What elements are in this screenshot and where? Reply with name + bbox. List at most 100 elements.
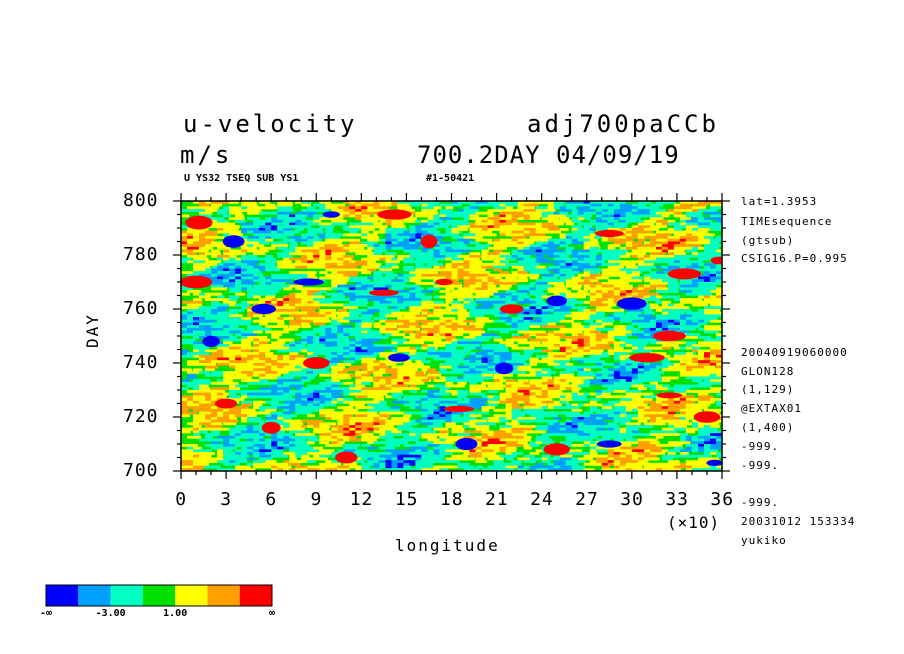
heat-cell <box>595 314 605 318</box>
heat-cell <box>487 403 498 407</box>
heat-cell <box>223 341 233 345</box>
heat-cell <box>577 398 589 401</box>
heat-cell <box>259 263 276 266</box>
heat-cell <box>397 400 408 404</box>
heat-cell <box>217 295 225 299</box>
heat-cell <box>583 319 594 323</box>
heat-cell <box>397 398 406 401</box>
heat-cell <box>517 263 531 266</box>
heat-cell <box>535 265 546 269</box>
heat-cell <box>655 279 668 283</box>
heat-cell <box>577 282 586 285</box>
heat-cell <box>217 268 229 272</box>
heat-cell <box>253 271 261 274</box>
heat-cell <box>493 257 502 261</box>
heat-cell <box>247 338 255 342</box>
heat-cell <box>391 279 404 283</box>
heat-cell <box>565 249 574 253</box>
heat-cell <box>637 341 649 345</box>
heat-cell <box>223 276 232 280</box>
heat-cell <box>553 263 564 266</box>
heat-cell <box>193 238 203 242</box>
heat-cell <box>631 252 646 256</box>
heat-cell <box>337 252 345 256</box>
heat-cell <box>301 349 310 353</box>
heat-cell <box>403 290 413 293</box>
heat-cell <box>601 273 613 277</box>
heat-cell <box>277 236 287 239</box>
heat-cell <box>457 228 466 231</box>
heat-cell <box>415 406 426 409</box>
heat-cell <box>331 341 342 345</box>
heat-cell <box>373 287 389 291</box>
heat-cell <box>385 330 400 334</box>
heat-cell <box>319 387 329 391</box>
heat-cell <box>211 260 222 264</box>
heat-cell <box>704 241 714 245</box>
heat-cell <box>583 352 598 355</box>
heat-cell <box>619 203 628 207</box>
heat-cell <box>325 257 336 261</box>
heat-cell <box>217 330 232 334</box>
heat-cell <box>643 411 654 415</box>
heat-cell <box>289 230 298 234</box>
heat-cell <box>685 368 696 372</box>
heat-cell <box>193 257 209 261</box>
heat-cell <box>661 290 679 293</box>
heat-cell <box>553 376 565 380</box>
heat-cell <box>289 282 300 285</box>
heat-cell <box>367 276 378 280</box>
heat-cell <box>463 411 479 415</box>
heat-cell <box>217 306 230 310</box>
heat-cell <box>691 303 700 307</box>
heat-cell <box>619 206 632 210</box>
heat-cell <box>613 417 626 420</box>
heat-cell <box>541 209 556 212</box>
heat-cell <box>217 390 226 393</box>
heat-cell <box>259 341 269 345</box>
heat-cell <box>241 317 252 320</box>
heat-cell <box>385 387 395 391</box>
heat-cell <box>511 354 523 358</box>
heat-cell <box>349 290 358 293</box>
heat-cell <box>325 390 335 393</box>
heat-cell <box>463 403 480 407</box>
heat-cell <box>421 233 434 237</box>
heat-cell <box>571 219 582 223</box>
heat-cell <box>349 417 359 420</box>
heat-cell <box>397 322 408 326</box>
heat-cell <box>685 408 702 412</box>
heat-cell <box>445 233 459 237</box>
heat-cell <box>181 292 190 296</box>
heat-cell <box>613 352 625 355</box>
heat-cell <box>541 357 551 361</box>
heat-cell <box>517 390 528 393</box>
heat-cell <box>277 311 290 315</box>
heat-cell <box>571 414 583 418</box>
heat-cell <box>716 295 722 299</box>
heat-cell <box>667 403 680 407</box>
heat-cell <box>619 379 631 382</box>
heat-cell <box>505 357 517 361</box>
heat-cell <box>253 290 262 293</box>
heat-cell <box>439 268 448 272</box>
heat-cell <box>571 287 582 291</box>
heat-cell <box>325 238 334 242</box>
heat-cell <box>193 265 202 269</box>
heat-cell <box>463 319 475 323</box>
heat-cell <box>716 357 722 361</box>
heat-cell <box>325 330 335 334</box>
heat-cell <box>427 217 440 220</box>
heat-cell <box>193 349 202 353</box>
heat-cell <box>685 282 694 285</box>
heat-cell <box>457 322 467 326</box>
heat-cell <box>193 384 205 388</box>
heat-cell <box>649 257 661 261</box>
heat-cell <box>631 295 647 299</box>
heat-cell <box>445 249 458 253</box>
heat-cell <box>439 209 453 212</box>
heat-cell <box>355 241 364 245</box>
heat-cell <box>403 363 419 366</box>
heat-cell <box>205 330 217 334</box>
heat-cell <box>385 255 395 258</box>
